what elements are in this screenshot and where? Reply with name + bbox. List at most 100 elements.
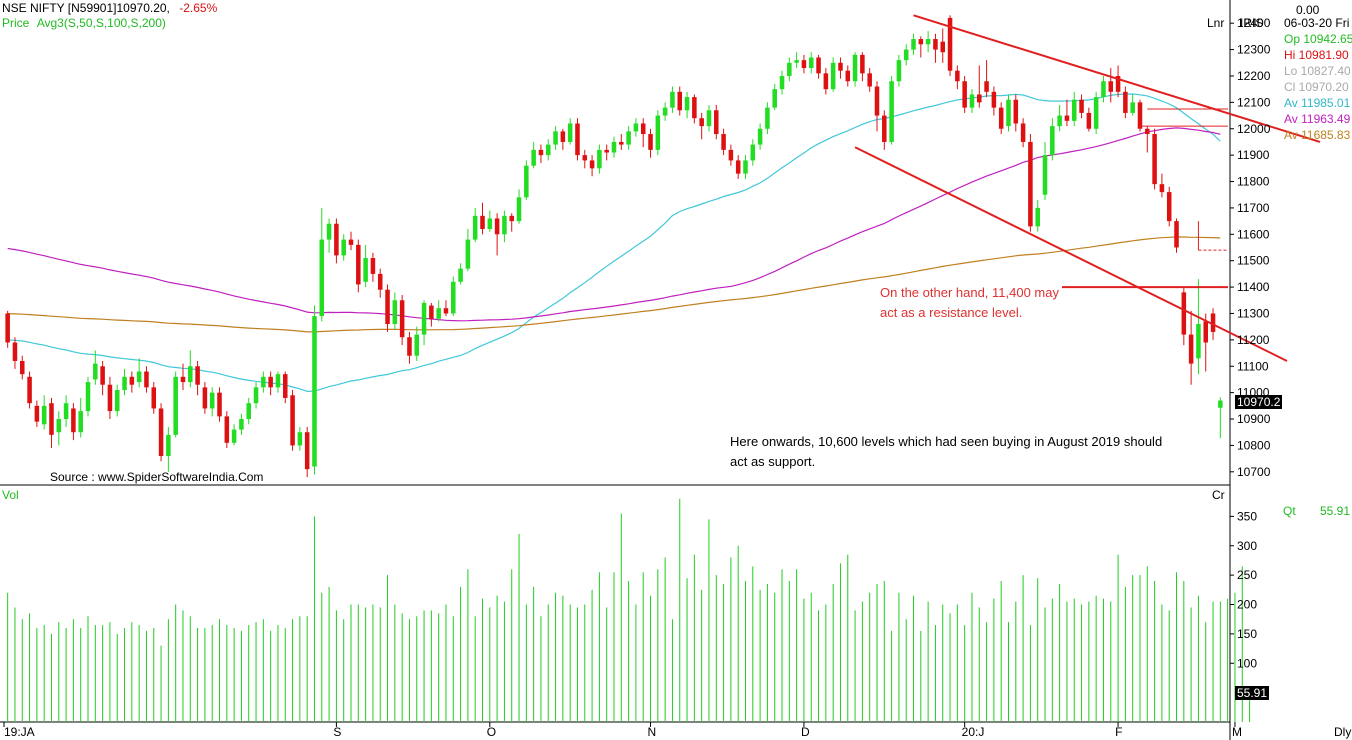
candle-body — [575, 123, 580, 156]
high-value: Hi 10981.90 — [1284, 48, 1349, 62]
candle-body — [1203, 321, 1209, 343]
candle-body — [1042, 155, 1048, 195]
candle-body — [436, 308, 441, 319]
candle-body — [699, 118, 704, 127]
interval-label: Dly — [1334, 725, 1352, 739]
qt-value: 55.91 — [1320, 504, 1351, 518]
volume-tag: 55.91 — [1235, 686, 1270, 700]
volume-tick-label: 250 — [1237, 568, 1257, 582]
qt-label: Qt — [1283, 504, 1296, 518]
candle-body — [122, 376, 127, 390]
candle-body — [633, 123, 639, 132]
candle-body — [962, 81, 967, 108]
close-value: Cl 10970.20 — [1284, 80, 1349, 94]
bar-date: 06-03-20 Fri — [1284, 16, 1350, 30]
time-tick-label: S — [333, 725, 341, 739]
candle-body — [648, 134, 653, 150]
candle-body — [458, 268, 463, 282]
resistance-note-line2: act as a resistance level. — [880, 305, 1023, 320]
candle-body — [480, 215, 485, 230]
price-tick-label: 10900 — [1237, 412, 1271, 426]
candle-body — [217, 392, 222, 417]
trendlines — [854, 14, 1321, 362]
price-tick-label: 10700 — [1237, 465, 1271, 479]
candle-body — [1115, 75, 1121, 92]
candle-body — [1057, 115, 1062, 127]
candle-body — [940, 41, 946, 53]
candle-body — [12, 342, 18, 361]
candle-body — [392, 300, 398, 325]
candle-body — [297, 432, 303, 446]
candle-body — [531, 149, 536, 166]
price-tick-label: 12300 — [1237, 43, 1271, 57]
candle-body — [1108, 81, 1114, 92]
candle-body — [370, 258, 376, 274]
candles — [5, 15, 1223, 478]
candle-body — [1166, 192, 1172, 222]
candle-body — [874, 86, 880, 116]
candle-body — [1123, 91, 1128, 113]
candle-body — [19, 360, 25, 375]
candle-body — [158, 408, 164, 456]
time-tick-label: N — [648, 725, 657, 739]
candle-body — [5, 313, 10, 343]
candle-body — [553, 131, 558, 145]
price-tick-label: 12200 — [1237, 69, 1271, 83]
candle-body — [494, 218, 500, 235]
candle-body — [1181, 292, 1187, 335]
candle-body — [626, 131, 631, 145]
candle-body — [524, 165, 529, 198]
candle-body — [1013, 99, 1019, 124]
price-tick-label: 12400 — [1237, 16, 1271, 30]
candle-body — [487, 218, 493, 230]
candle-body — [334, 223, 339, 256]
candle-body — [472, 215, 478, 240]
price-tick-label: 11700 — [1237, 201, 1270, 215]
candle-body — [706, 110, 712, 127]
resistance-note-line1: On the other hand, 11,400 may — [880, 285, 1059, 300]
candle-body — [779, 75, 785, 90]
candle-body — [451, 281, 456, 314]
candle-body — [231, 429, 237, 443]
candle-body — [71, 408, 76, 433]
candle-body — [1196, 324, 1201, 359]
axis-labels: 1070010800109001100011100112001130011400… — [3, 16, 1271, 739]
moving-averages — [7, 93, 1221, 393]
candle-body — [787, 62, 792, 76]
candle-body — [312, 316, 317, 467]
candle-body — [947, 17, 953, 71]
candle-body — [984, 81, 989, 92]
price-tick-label: 10800 — [1237, 438, 1271, 452]
candle-body — [224, 416, 230, 443]
candle-body — [195, 366, 200, 385]
candle-body — [845, 70, 851, 82]
candle-body — [538, 149, 544, 156]
candle-body — [93, 363, 98, 380]
candle-body — [129, 376, 135, 385]
candle-body — [173, 376, 178, 435]
candle-body — [41, 405, 47, 425]
source-note: Source : www.SpiderSoftwareIndia.Com — [50, 470, 264, 484]
candle-body — [728, 149, 734, 161]
candle-body — [1159, 184, 1165, 193]
candle-body — [838, 62, 843, 71]
candle-body — [816, 57, 821, 74]
candle-body — [604, 149, 609, 153]
candle-body — [107, 384, 113, 412]
candle-body — [414, 334, 420, 356]
candle-body — [56, 419, 62, 433]
candle-body — [714, 110, 719, 135]
candle-body — [692, 97, 697, 119]
candle-body — [348, 239, 354, 245]
candle-body — [1086, 112, 1092, 129]
candle-body — [1071, 99, 1077, 121]
candle-body — [1130, 102, 1135, 113]
time-tick-label: O — [487, 725, 496, 739]
candle-body — [465, 239, 471, 269]
last-price: 10970.20, — [116, 1, 170, 15]
support-note-line2: act as support. — [730, 454, 816, 469]
candle-body — [363, 258, 368, 282]
candle-body — [823, 73, 829, 90]
candle-body — [889, 81, 894, 142]
candle-body — [911, 39, 916, 50]
